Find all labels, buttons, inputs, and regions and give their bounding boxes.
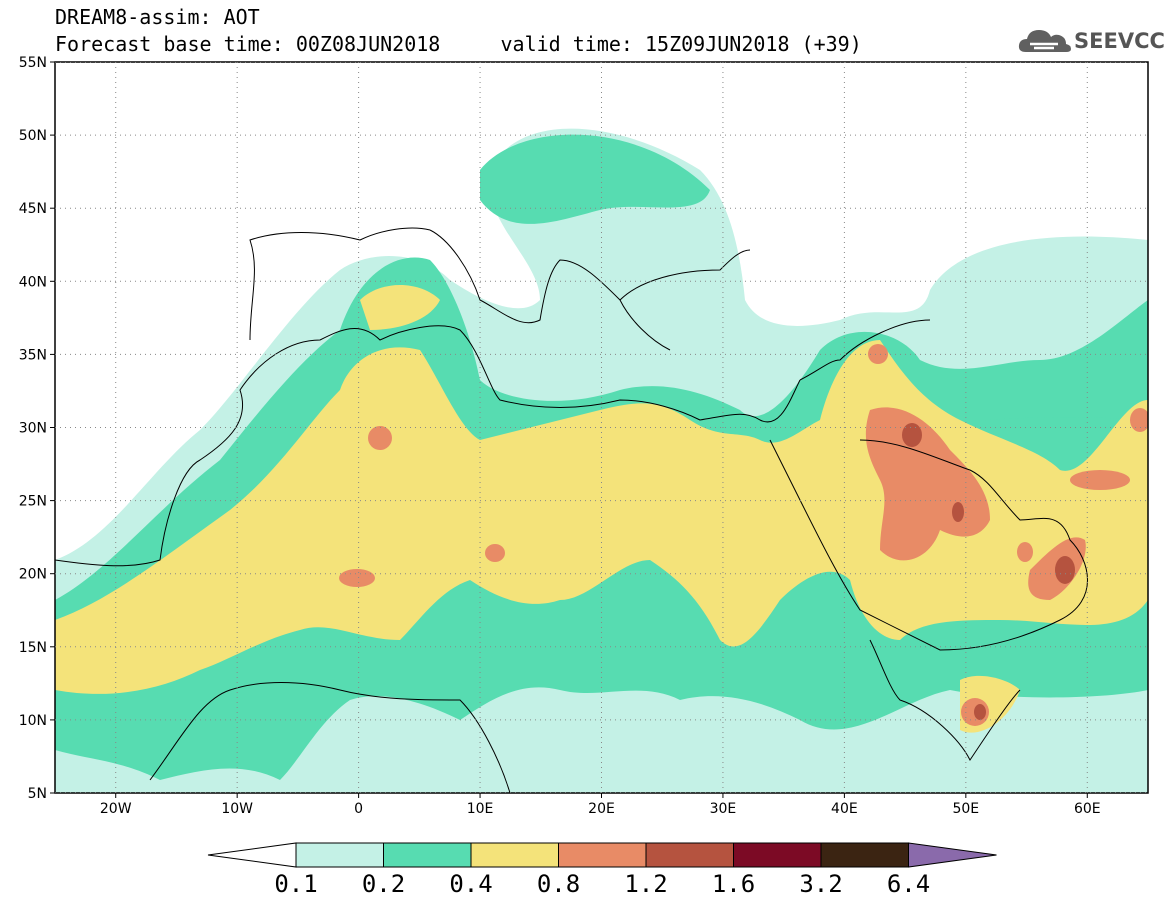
colorbar-left-arrow bbox=[207, 842, 297, 868]
lat-tick-label: 20N bbox=[19, 567, 47, 583]
lon-tick-label: 20W bbox=[100, 801, 132, 817]
lat-tick-label: 55N bbox=[19, 55, 47, 71]
lat-tick-label: 5N bbox=[28, 786, 47, 802]
colorbar-label: 1.6 bbox=[712, 870, 755, 898]
colorbar-label: 0.2 bbox=[362, 870, 405, 898]
aot-fields bbox=[55, 128, 1148, 793]
aot-band-1.2 bbox=[902, 423, 1075, 720]
colorbar-right-arrow bbox=[908, 842, 997, 868]
forecast-times: Forecast base time: 00Z08JUN2018 valid t… bbox=[55, 32, 862, 56]
lat-tick-label: 40N bbox=[19, 274, 47, 290]
logo-text: SEEVCCC bbox=[1074, 29, 1165, 53]
colorbar-label: 0.1 bbox=[274, 870, 317, 898]
colorbar-swatch bbox=[645, 842, 734, 868]
colorbar-label: 0.8 bbox=[537, 870, 580, 898]
lon-tick-label: 50E bbox=[952, 801, 979, 817]
map-title: DREAM8-assim: AOT bbox=[55, 5, 260, 29]
colorbar-swatch bbox=[470, 842, 559, 868]
colorbar-label: 6.4 bbox=[887, 870, 930, 898]
coastlines bbox=[55, 227, 1088, 793]
colorbar-swatch bbox=[733, 842, 822, 868]
lon-tick-label: 10W bbox=[221, 801, 253, 817]
colorbar-swatch bbox=[820, 842, 909, 868]
cloud-icon bbox=[1018, 30, 1071, 52]
aot-colorbar: 0.1 0.2 0.4 0.8 1.2 1.6 3.2 6.4 bbox=[207, 842, 997, 898]
colorbar-label: 0.4 bbox=[449, 870, 492, 898]
colorbar-swatch bbox=[558, 842, 647, 868]
lon-tick-label: 0 bbox=[354, 801, 363, 817]
lon-tick-label: 30E bbox=[710, 801, 737, 817]
lat-tick-label: 25N bbox=[19, 494, 47, 510]
seevccc-logo: SEEVCCC bbox=[1018, 26, 1165, 56]
latitude-axis: 55N 50N 45N 40N 35N 30N 25N 20N 15N 10N 5N bbox=[19, 55, 55, 802]
lon-tick-label: 20E bbox=[588, 801, 615, 817]
lon-tick-label: 60E bbox=[1074, 801, 1101, 817]
colorbar-swatch bbox=[383, 842, 472, 868]
lat-tick-label: 35N bbox=[19, 347, 47, 363]
longitude-axis: 20W 10W 0 10E 20E 30E 40E 50E 60E bbox=[100, 793, 1101, 817]
graticule bbox=[55, 62, 1148, 793]
colorbar-label: 1.2 bbox=[624, 870, 667, 898]
colorbar-label: 3.2 bbox=[799, 870, 842, 898]
lon-tick-label: 10E bbox=[467, 801, 494, 817]
lat-tick-label: 10N bbox=[19, 713, 47, 729]
lon-tick-label: 40E bbox=[831, 801, 858, 817]
lat-tick-label: 15N bbox=[19, 640, 47, 656]
lat-tick-label: 30N bbox=[19, 421, 47, 437]
lat-tick-label: 50N bbox=[19, 128, 47, 144]
colorbar-swatch bbox=[295, 842, 384, 868]
lat-tick-label: 45N bbox=[19, 201, 47, 217]
